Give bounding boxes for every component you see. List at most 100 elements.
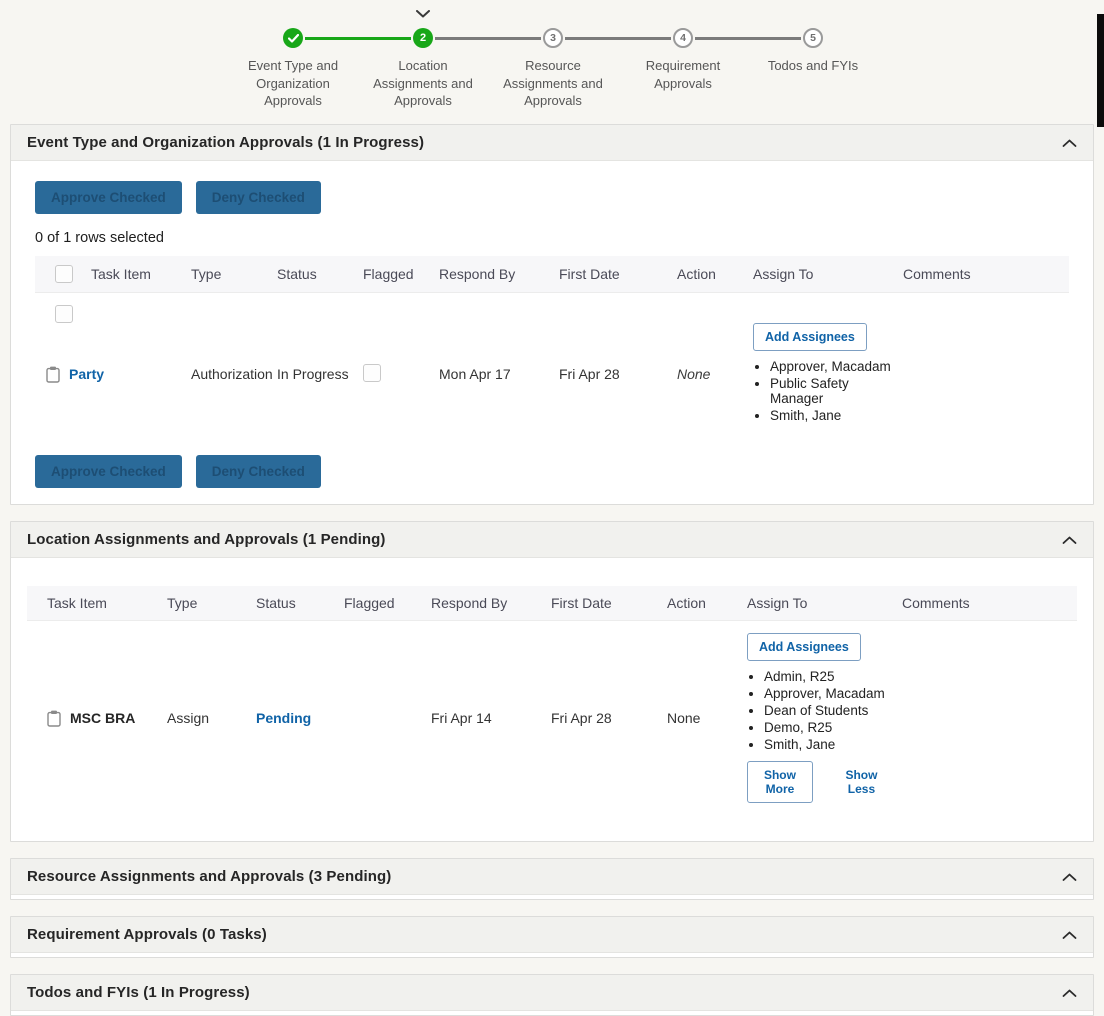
- show-less-button[interactable]: Show Less: [828, 761, 894, 803]
- show-more-button[interactable]: Show More: [747, 761, 813, 803]
- collapsed-body: [11, 953, 1093, 957]
- col-action: Action: [667, 595, 706, 611]
- step-event-type-approvals[interactable]: Event Type and Organization Approvals: [228, 14, 358, 110]
- first-date: Fri Apr 28: [559, 366, 620, 382]
- section-resource-assignments: Resource Assignments and Approvals (3 Pe…: [10, 858, 1094, 900]
- flagged-checkbox[interactable]: [363, 363, 381, 382]
- scrollbar-thumb[interactable]: [1097, 14, 1104, 127]
- check-icon: [287, 33, 299, 43]
- assignee: Dean of Students: [764, 703, 894, 718]
- chevron-up-icon[interactable]: [1062, 139, 1077, 147]
- task-status: Pending: [256, 710, 312, 726]
- section-title: Todos and FYIs (1 In Progress): [27, 984, 250, 1001]
- task-item-link[interactable]: Party: [69, 366, 105, 382]
- step-current-circle: 2: [413, 28, 433, 48]
- section-todos-fyis: Todos and FYIs (1 In Progress): [10, 974, 1094, 1016]
- assignee: Demo, R25: [764, 720, 894, 735]
- section-location-assignments: Location Assignments and Approvals (1 Pe…: [10, 521, 1094, 842]
- task-item-name: MSC BRA: [70, 710, 136, 726]
- task-status: In Progress: [277, 366, 349, 382]
- table-header-row: Task Item Type Status Flagged Respond By…: [27, 586, 1077, 621]
- task-type: Authorization: [191, 366, 273, 382]
- assign-to-cell: Add Assignees Approver, Macadam Public S…: [753, 323, 903, 425]
- step-label: Resource Assignments and Approvals: [503, 58, 603, 109]
- col-type: Type: [191, 266, 222, 282]
- assignee: Smith, Jane: [764, 737, 894, 752]
- section-title: Requirement Approvals (0 Tasks): [27, 926, 267, 943]
- step-label: Requirement Approvals: [645, 58, 721, 91]
- chevron-down-icon: [416, 10, 431, 18]
- step-location-assignments[interactable]: 2 Location Assignments and Approvals: [305, 10, 488, 110]
- col-flagged: Flagged: [344, 595, 395, 611]
- deny-checked-button-bottom[interactable]: Deny Checked: [195, 455, 321, 488]
- col-first-date: First Date: [551, 595, 612, 611]
- action-value: None: [667, 710, 701, 726]
- select-all-checkbox[interactable]: [55, 265, 73, 283]
- section-title: Resource Assignments and Approvals (3 Pe…: [27, 868, 392, 885]
- respond-by-date: Fri Apr 14: [431, 710, 492, 726]
- section-header[interactable]: Todos and FYIs (1 In Progress): [11, 975, 1093, 1011]
- section-header[interactable]: Location Assignments and Approvals (1 Pe…: [11, 522, 1093, 558]
- clipboard-icon: [46, 366, 60, 383]
- approve-checked-button-bottom[interactable]: Approve Checked: [35, 455, 182, 488]
- section-header[interactable]: Requirement Approvals (0 Tasks): [11, 917, 1093, 953]
- col-comments: Comments: [903, 266, 971, 282]
- col-status: Status: [277, 266, 317, 282]
- assign-to-cell: Add Assignees Admin, R25 Approver, Macad…: [747, 633, 902, 803]
- section-requirement-approvals: Requirement Approvals (0 Tasks): [10, 916, 1094, 958]
- step-resource-assignments[interactable]: 3 Resource Assignments and Approvals: [435, 14, 618, 110]
- first-date: Fri Apr 28: [551, 710, 612, 726]
- chevron-up-icon[interactable]: [1062, 931, 1077, 939]
- clipboard-icon: [47, 710, 61, 727]
- respond-by-date: Mon Apr 17: [439, 366, 511, 382]
- assignee: Admin, R25: [764, 669, 894, 684]
- assignee: Approver, Macadam: [764, 686, 894, 701]
- collapsed-body: [11, 895, 1093, 899]
- assignee: Approver, Macadam: [770, 359, 895, 374]
- col-flagged: Flagged: [363, 266, 414, 282]
- assignee-list: Approver, Macadam Public Safety Manager …: [753, 359, 895, 423]
- table-row: Party Authorization In Progress Mon Apr …: [35, 293, 1069, 439]
- chevron-up-icon[interactable]: [1062, 989, 1077, 997]
- step-circle: 3: [543, 28, 563, 48]
- add-assignees-button[interactable]: Add Assignees: [753, 323, 867, 351]
- col-first-date: First Date: [559, 266, 620, 282]
- col-respond-by: Respond By: [439, 266, 516, 282]
- section-title: Location Assignments and Approvals (1 Pe…: [27, 531, 386, 548]
- row-checkbox[interactable]: [55, 305, 73, 323]
- chevron-up-icon[interactable]: [1062, 536, 1077, 544]
- table-header-row: Task Item Type Status Flagged Respond By…: [35, 256, 1069, 293]
- step-label: Event Type and Organization Approvals: [247, 58, 339, 109]
- step-label: Location Assignments and Approvals: [373, 58, 473, 109]
- col-task-item: Task Item: [91, 266, 151, 282]
- table-row: MSC BRA Assign Pending Fri Apr 14 Fri Ap…: [27, 621, 1077, 817]
- chevron-up-icon[interactable]: [1062, 873, 1077, 881]
- assignee: Public Safety Manager: [770, 376, 895, 406]
- col-action: Action: [677, 266, 716, 282]
- step-complete-circle: [283, 28, 303, 48]
- step-label: Todos and FYIs: [767, 58, 859, 73]
- step-circle: 4: [673, 28, 693, 48]
- add-assignees-button[interactable]: Add Assignees: [747, 633, 861, 661]
- section-header[interactable]: Event Type and Organization Approvals (1…: [11, 125, 1093, 161]
- col-comments: Comments: [902, 595, 970, 611]
- task-type: Assign: [167, 710, 210, 726]
- action-value: None: [677, 366, 711, 382]
- step-requirement-approvals[interactable]: 4 Requirement Approvals: [565, 14, 748, 110]
- deny-checked-button[interactable]: Deny Checked: [195, 181, 321, 214]
- col-status: Status: [256, 595, 296, 611]
- step-todos-fyis[interactable]: 5 Todos and FYIs: [695, 14, 878, 110]
- collapsed-body: [11, 1011, 1093, 1015]
- col-type: Type: [167, 595, 198, 611]
- assignee: Smith, Jane: [770, 408, 895, 423]
- col-respond-by: Respond By: [431, 595, 508, 611]
- section-header[interactable]: Resource Assignments and Approvals (3 Pe…: [11, 859, 1093, 895]
- workflow-stepper: Event Type and Organization Approvals 2 …: [228, 10, 880, 110]
- col-assign-to: Assign To: [747, 595, 808, 611]
- step-circle: 5: [803, 28, 823, 48]
- approve-checked-button[interactable]: Approve Checked: [35, 181, 182, 214]
- section-event-type-approvals: Event Type and Organization Approvals (1…: [10, 124, 1094, 505]
- assignee-list: Admin, R25 Approver, Macadam Dean of Stu…: [747, 669, 894, 752]
- selection-summary: 0 of 1 rows selected: [35, 230, 164, 246]
- col-assign-to: Assign To: [753, 266, 814, 282]
